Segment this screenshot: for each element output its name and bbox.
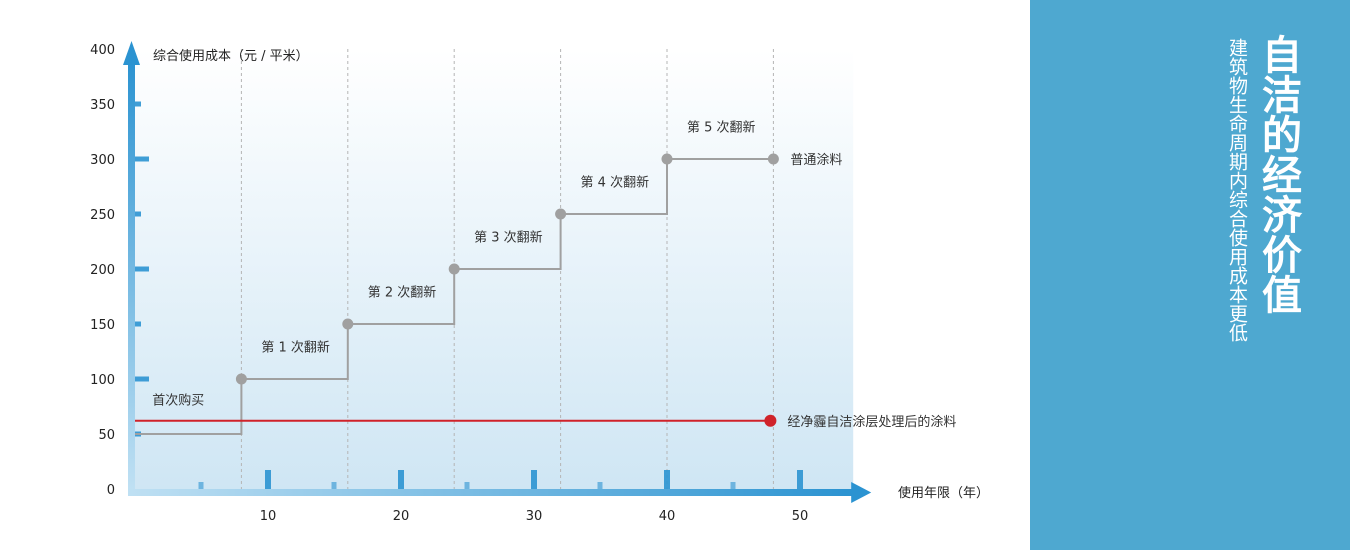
y-tick-mark — [135, 266, 149, 272]
x-tick-label: 20 — [393, 509, 410, 524]
x-tick-mark — [797, 470, 803, 489]
chart-area: 0 50 100 150 200 250 300 350 400 10 20 30 40 50 综合使用成本… — [90, 41, 990, 524]
y-tick-mark — [135, 211, 141, 217]
x-tick-label: 30 — [526, 509, 543, 524]
data-point — [342, 318, 354, 330]
y-tick-label: 400 — [90, 43, 115, 58]
x-tick-mark — [198, 482, 204, 489]
x-axis — [128, 489, 854, 496]
panel-title: 自洁的经济价值 — [1255, 34, 1301, 314]
annotation-label: 第 3 次翻新 — [474, 230, 543, 246]
x-tick-mark — [730, 482, 736, 489]
x-tick-label: 50 — [792, 509, 809, 524]
series-label-ordinary: 普通涂料 — [790, 152, 842, 168]
y-tick-label: 150 — [90, 318, 115, 333]
data-point — [555, 208, 567, 220]
y-tick-label: 300 — [90, 153, 115, 168]
y-tick-label: 200 — [90, 263, 115, 278]
x-tick-mark — [664, 470, 670, 489]
x-axis-title: 使用年限（年） — [898, 485, 989, 501]
y-axis-arrow — [123, 41, 140, 65]
x-tick-mark — [265, 470, 271, 489]
x-axis-arrow — [851, 482, 872, 503]
annotation-label: 第 5 次翻新 — [687, 120, 756, 136]
annotation-label: 第 1 次翻新 — [261, 340, 330, 356]
x-tick-mark — [398, 470, 404, 489]
annotation-label: 首次购买 — [152, 392, 204, 408]
y-tick-mark — [135, 321, 141, 327]
data-point — [767, 153, 779, 165]
x-tick-mark — [464, 482, 470, 489]
y-tick-label: 0 — [107, 483, 115, 498]
data-point — [764, 414, 777, 427]
annotation-label: 第 4 次翻新 — [581, 175, 650, 191]
x-tick-label: 10 — [260, 509, 277, 524]
data-point — [661, 153, 673, 165]
y-tick-label: 50 — [98, 428, 115, 443]
y-axis-title: 综合使用成本（元 / 平米） — [153, 48, 309, 64]
y-tick-label: 100 — [90, 373, 115, 388]
annotation-label: 第 2 次翻新 — [368, 285, 437, 301]
y-tick-mark — [135, 156, 149, 162]
cost-chart: 0 50 100 150 200 250 300 350 400 10 20 30 40 50 综合使用成本… — [90, 41, 989, 524]
data-point — [448, 263, 460, 275]
y-tick-label: 250 — [90, 208, 115, 223]
y-tick-mark — [135, 376, 149, 382]
x-tick-mark — [531, 470, 537, 489]
y-tick-label: 350 — [90, 98, 115, 113]
side-panel — [1030, 0, 1350, 550]
y-axis — [128, 59, 135, 489]
series-line-ordinary — [135, 158, 774, 435]
panel-subtitle: 建筑物生命周期内综合使用成本更低 — [1226, 38, 1248, 342]
series-label-self-cleaning: 经净霾自洁涂层处理后的涂料 — [787, 414, 956, 430]
x-tick-label: 40 — [659, 509, 676, 524]
x-tick-mark — [331, 482, 337, 489]
x-tick-mark — [597, 482, 603, 489]
data-point — [235, 373, 247, 385]
y-tick-mark — [135, 101, 141, 107]
